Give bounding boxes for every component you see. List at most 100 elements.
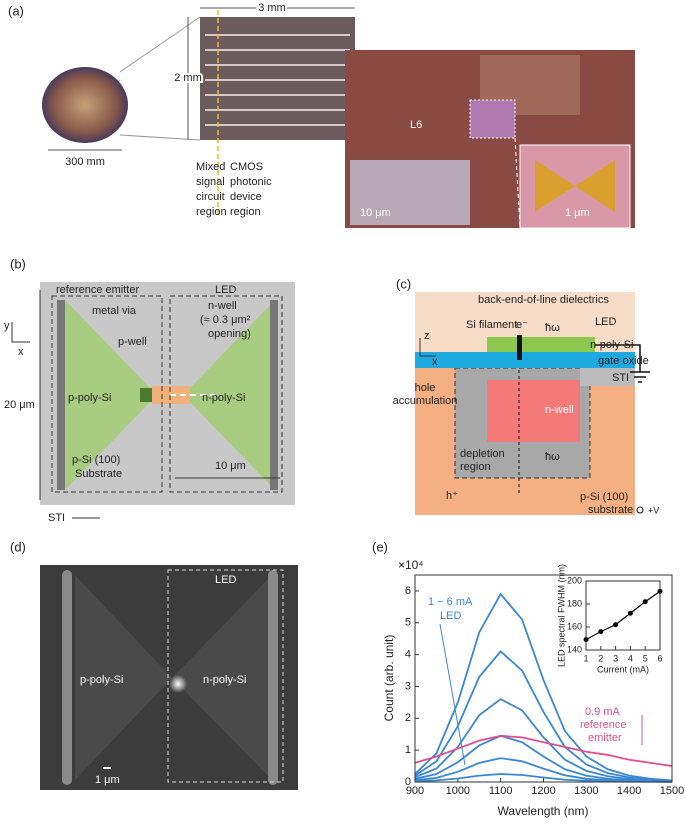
series-line (414, 734, 673, 767)
chip-pattern (205, 34, 350, 126)
x-tick-label: 1100 (489, 785, 513, 797)
zoom-line (514, 137, 521, 229)
series-line (414, 650, 673, 782)
series-line (414, 734, 673, 783)
annotation-arrow (439, 623, 466, 766)
y-tick-label: 1 (405, 744, 411, 756)
series-line (414, 698, 673, 782)
region-label: CMOS photonic device region (230, 161, 272, 218)
region-box (169, 295, 283, 493)
panel-label: (d) (10, 539, 26, 554)
n-well (487, 380, 580, 442)
label: 10 μm (215, 460, 246, 472)
label: ħω (545, 451, 560, 463)
label: STI (612, 372, 629, 384)
y-tick-label: 0 (405, 776, 411, 788)
y-tick-label: 180 (567, 598, 582, 608)
y-axis-label: LED spectral FWHM (nm) (556, 564, 566, 667)
panel-label: (c) (396, 276, 411, 291)
pad (350, 160, 470, 225)
label: p-well (118, 336, 147, 348)
region-label: Mixed signal circuit region (196, 161, 227, 218)
y-tick-label: 5 (405, 617, 411, 629)
n-poly (487, 337, 595, 352)
panel-label: (e) (372, 539, 388, 554)
label: e⁻ (516, 319, 528, 331)
label: p-Si (100) (72, 454, 120, 466)
x-tick-label: 1 (583, 653, 588, 663)
x-tick-label: 900 (406, 785, 424, 797)
label: LED (595, 316, 616, 328)
annotation: LED (440, 610, 461, 622)
label: n-poly-Si (203, 674, 246, 686)
marker (627, 610, 633, 616)
label: region (460, 461, 491, 473)
annotation: 1 − 6 mA (428, 596, 473, 608)
label: (≈ 0.3 μm² (200, 314, 251, 326)
x-tick-label: 2 (598, 653, 603, 663)
plot-frame (585, 580, 661, 651)
dimension-label: 2 mm (174, 72, 202, 84)
chip-mark: L6 (410, 119, 422, 131)
panel-b: (b) reference emitter LED metal via n-we… (4, 256, 295, 524)
scale-label: 10 μm (360, 207, 391, 219)
x-tick-label: 5 (643, 653, 648, 663)
panel-d: (d) LED p-poly-Si n-poly-Si 1 μm (10, 539, 298, 790)
label: p-poly-Si (68, 392, 111, 404)
sti (580, 368, 635, 386)
label: p-poly-Si (80, 674, 123, 686)
annotation: 0.9 mA (585, 706, 621, 718)
label: LED (215, 284, 236, 296)
label: x (432, 356, 438, 368)
label: 20 μm (4, 399, 35, 411)
x-tick-label: 3 (613, 653, 618, 663)
x-tick-label: 1500 (660, 785, 684, 797)
label: Si filament (466, 319, 517, 331)
marker (613, 622, 619, 628)
label: h⁺ (446, 490, 458, 502)
panel-label: (a) (8, 3, 24, 18)
ground (595, 344, 650, 383)
metal-via (57, 300, 65, 490)
label: opening) (208, 328, 251, 340)
label: Substrate (75, 468, 122, 480)
axes-icon (419, 338, 436, 357)
label: metal via (92, 305, 137, 317)
x-tick-label: 6 (657, 653, 662, 663)
y-axis-label: Count (arb. unit) (382, 635, 396, 722)
annotation: emitter (588, 732, 622, 744)
label: n-well (545, 404, 574, 416)
device (469, 99, 516, 139)
label: n-poly-Si (590, 339, 633, 351)
n-poly (190, 300, 275, 490)
scale-bar (103, 767, 111, 769)
y-tick-label: 140 (567, 644, 582, 654)
inset-device (575, 160, 615, 212)
x-axis-label: Current (mA) (597, 664, 649, 674)
x-tick-label: 4 (628, 653, 633, 663)
label: substrate (588, 504, 633, 516)
y-tick-label: 200 (567, 575, 582, 585)
label: +V (648, 505, 659, 515)
label: back-end-of-line dielectrics (478, 294, 609, 306)
gate-oxide (415, 352, 635, 368)
panel-label: (b) (10, 256, 26, 271)
label: ħω (545, 322, 560, 334)
x-tick-label: 1300 (574, 785, 598, 797)
p-poly-shadow (75, 575, 172, 780)
panel-a: (a) 300 mm 3 mm 2 mm L6 10 μm 1 μm Mixed… (8, 0, 635, 229)
y-tick-label: 2 (405, 712, 411, 724)
label: depletion (460, 448, 505, 460)
axes-icon (11, 322, 30, 343)
panel-c: (c) back-end-of-line dielectrics LED Si … (393, 276, 660, 515)
x-tick-label: 1000 (446, 785, 470, 797)
x-axis-label: Wavelength (nm) (498, 804, 589, 818)
marker (642, 599, 648, 605)
zoom-line (119, 134, 201, 141)
marker (598, 629, 604, 635)
label: n-well (208, 300, 237, 312)
inset-device (535, 160, 575, 212)
label: reference emitter (56, 284, 139, 296)
series-line (585, 590, 661, 641)
